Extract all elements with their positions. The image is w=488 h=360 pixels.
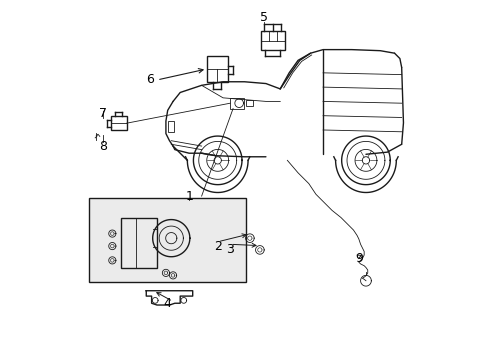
Text: 5: 5: [260, 11, 267, 24]
Bar: [110, 116, 126, 130]
Bar: [167, 121, 174, 132]
Bar: [121, 217, 157, 267]
Text: 6: 6: [145, 73, 153, 86]
Text: 2: 2: [213, 240, 221, 253]
Text: 9: 9: [354, 252, 362, 265]
Bar: [260, 31, 285, 50]
Bar: [230, 98, 244, 109]
Text: 4: 4: [163, 297, 171, 310]
Text: 1: 1: [185, 190, 193, 203]
Bar: [206, 56, 227, 82]
Text: 3: 3: [226, 243, 234, 256]
Text: 8: 8: [99, 140, 107, 153]
Text: 7: 7: [99, 107, 107, 120]
Bar: [89, 198, 246, 282]
Bar: [246, 100, 252, 107]
